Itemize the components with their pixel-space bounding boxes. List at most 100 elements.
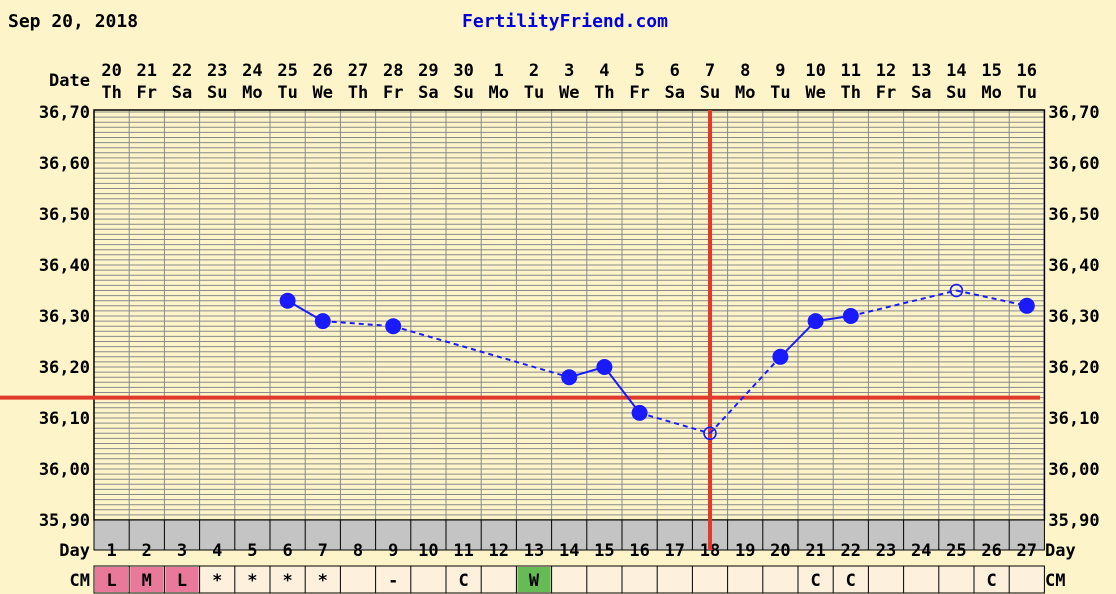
date-tick-label: 10 xyxy=(805,61,825,81)
date-tick-label: 27 xyxy=(348,61,368,81)
site-title: FertilityFriend.com xyxy=(462,11,668,32)
cm-value: * xyxy=(212,571,222,591)
cycle-day-label: 9 xyxy=(388,541,398,561)
date-tick-label: 21 xyxy=(137,61,157,81)
cycle-day-label: 22 xyxy=(841,541,861,561)
y-tick-label-left: 36,20 xyxy=(39,358,90,378)
date-tick-label: 9 xyxy=(775,61,785,81)
temperature-series xyxy=(279,283,1035,441)
weekday-tick-label: We xyxy=(313,83,333,103)
y-tick-label-left: 36,40 xyxy=(39,256,90,276)
date-tick-label: 12 xyxy=(876,61,896,81)
weekday-tick-label: Tu xyxy=(524,83,544,103)
date-tick-label: 1 xyxy=(494,61,504,81)
date-tick-label: 3 xyxy=(564,61,574,81)
date-tick-label: 2 xyxy=(529,61,539,81)
cm-value: C xyxy=(846,571,856,591)
date-tick-label: 5 xyxy=(634,61,644,81)
date-tick-label: 23 xyxy=(207,61,227,81)
cycle-day-label: 16 xyxy=(629,541,649,561)
cycle-day-label: 14 xyxy=(559,541,579,561)
date-tick-label: 20 xyxy=(101,61,121,81)
date-tick-label: 11 xyxy=(841,61,861,81)
data-point xyxy=(631,404,648,421)
cycle-day-label: 15 xyxy=(594,541,614,561)
cm-value: C xyxy=(986,571,996,591)
series-segment xyxy=(322,320,394,328)
cycle-day-label: 7 xyxy=(318,541,328,561)
cycle-day-label: 5 xyxy=(247,541,257,561)
cm-cell-fill xyxy=(95,567,129,592)
date-tick-label: 6 xyxy=(670,61,680,81)
date-row-label: Date xyxy=(49,71,90,91)
data-point xyxy=(314,313,331,330)
cm-value: C xyxy=(810,571,820,591)
data-point xyxy=(561,369,578,386)
series-segment xyxy=(956,289,1028,307)
y-tick-label-right: 36,20 xyxy=(1048,358,1099,378)
cycle-day-label: 12 xyxy=(489,541,509,561)
date-tick-label: 8 xyxy=(740,61,750,81)
date-tick-label: 13 xyxy=(911,61,931,81)
data-point xyxy=(279,292,296,309)
chart-date: Sep 20, 2018 xyxy=(8,11,138,32)
cycle-day-label: 6 xyxy=(282,541,292,561)
cycle-day-label: 17 xyxy=(665,541,685,561)
cm-cell-fill xyxy=(130,567,164,592)
date-tick-label: 29 xyxy=(418,61,438,81)
cm-cell-fill xyxy=(517,567,551,592)
date-tick-label: 30 xyxy=(453,61,473,81)
cycle-day-label: 13 xyxy=(524,541,544,561)
weekday-tick-label: Fr xyxy=(137,83,157,103)
weekday-tick-label: Fr xyxy=(383,83,403,103)
date-header: 20Th21Fr22Sa23Su24Mo25Tu26We27Th28Fr29Sa… xyxy=(101,61,1037,103)
date-tick-label: 26 xyxy=(313,61,333,81)
cycle-day-label: 8 xyxy=(353,541,363,561)
cycle-day-label: 4 xyxy=(212,541,222,561)
cm-value: W xyxy=(529,571,540,591)
series-segment xyxy=(850,289,957,317)
cycle-day-label: 27 xyxy=(1017,541,1037,561)
cm-cell-fill xyxy=(165,567,199,592)
data-point xyxy=(385,318,402,335)
weekday-tick-label: Mo xyxy=(735,83,755,103)
date-tick-label: 28 xyxy=(383,61,403,81)
grid xyxy=(93,109,1046,521)
cycle-day-label: 24 xyxy=(911,541,931,561)
cm-value: C xyxy=(458,571,468,591)
date-tick-label: 22 xyxy=(172,61,192,81)
cm-value: L xyxy=(177,571,187,591)
weekday-tick-label: Th xyxy=(594,83,614,103)
weekday-tick-label: Sa xyxy=(665,83,685,103)
weekday-tick-label: Fr xyxy=(629,83,649,103)
cycle-day-label: 19 xyxy=(735,541,755,561)
data-point xyxy=(1018,297,1035,314)
date-tick-label: 7 xyxy=(705,61,715,81)
cm-value: L xyxy=(106,571,116,591)
day-row xyxy=(93,519,1045,551)
y-tick-label-left: 36,50 xyxy=(39,205,90,225)
data-point xyxy=(807,313,824,330)
y-tick-label-right: 36,10 xyxy=(1048,409,1099,429)
y-tick-label-right: 35,90 xyxy=(1048,511,1099,531)
cm-value: * xyxy=(318,571,328,591)
temperature-axes: 35,90 35,90 36,00 36,00 36,10 36,10 36,20 36,20… xyxy=(39,103,1100,531)
y-tick-label-right: 36,30 xyxy=(1048,307,1099,327)
weekday-tick-label: Tu xyxy=(770,83,790,103)
cycle-day-label: 23 xyxy=(876,541,896,561)
cm-row-label: CM xyxy=(70,571,90,591)
weekday-tick-label: Mo xyxy=(489,83,509,103)
y-tick-label-left: 36,60 xyxy=(39,154,90,174)
cm-row-label-right: CM xyxy=(1045,571,1065,591)
weekday-tick-label: Fr xyxy=(876,83,896,103)
day-row-label: Day xyxy=(59,541,90,561)
series-segment xyxy=(603,366,641,414)
reference-lines xyxy=(0,110,1040,550)
date-tick-label: 4 xyxy=(599,61,609,81)
weekday-tick-label: Tu xyxy=(1017,83,1037,103)
data-point-open xyxy=(703,426,717,441)
weekday-tick-label: Su xyxy=(207,83,227,103)
weekday-tick-label: Mo xyxy=(242,83,262,103)
series-segment xyxy=(639,411,711,435)
cm-value: * xyxy=(247,571,257,591)
